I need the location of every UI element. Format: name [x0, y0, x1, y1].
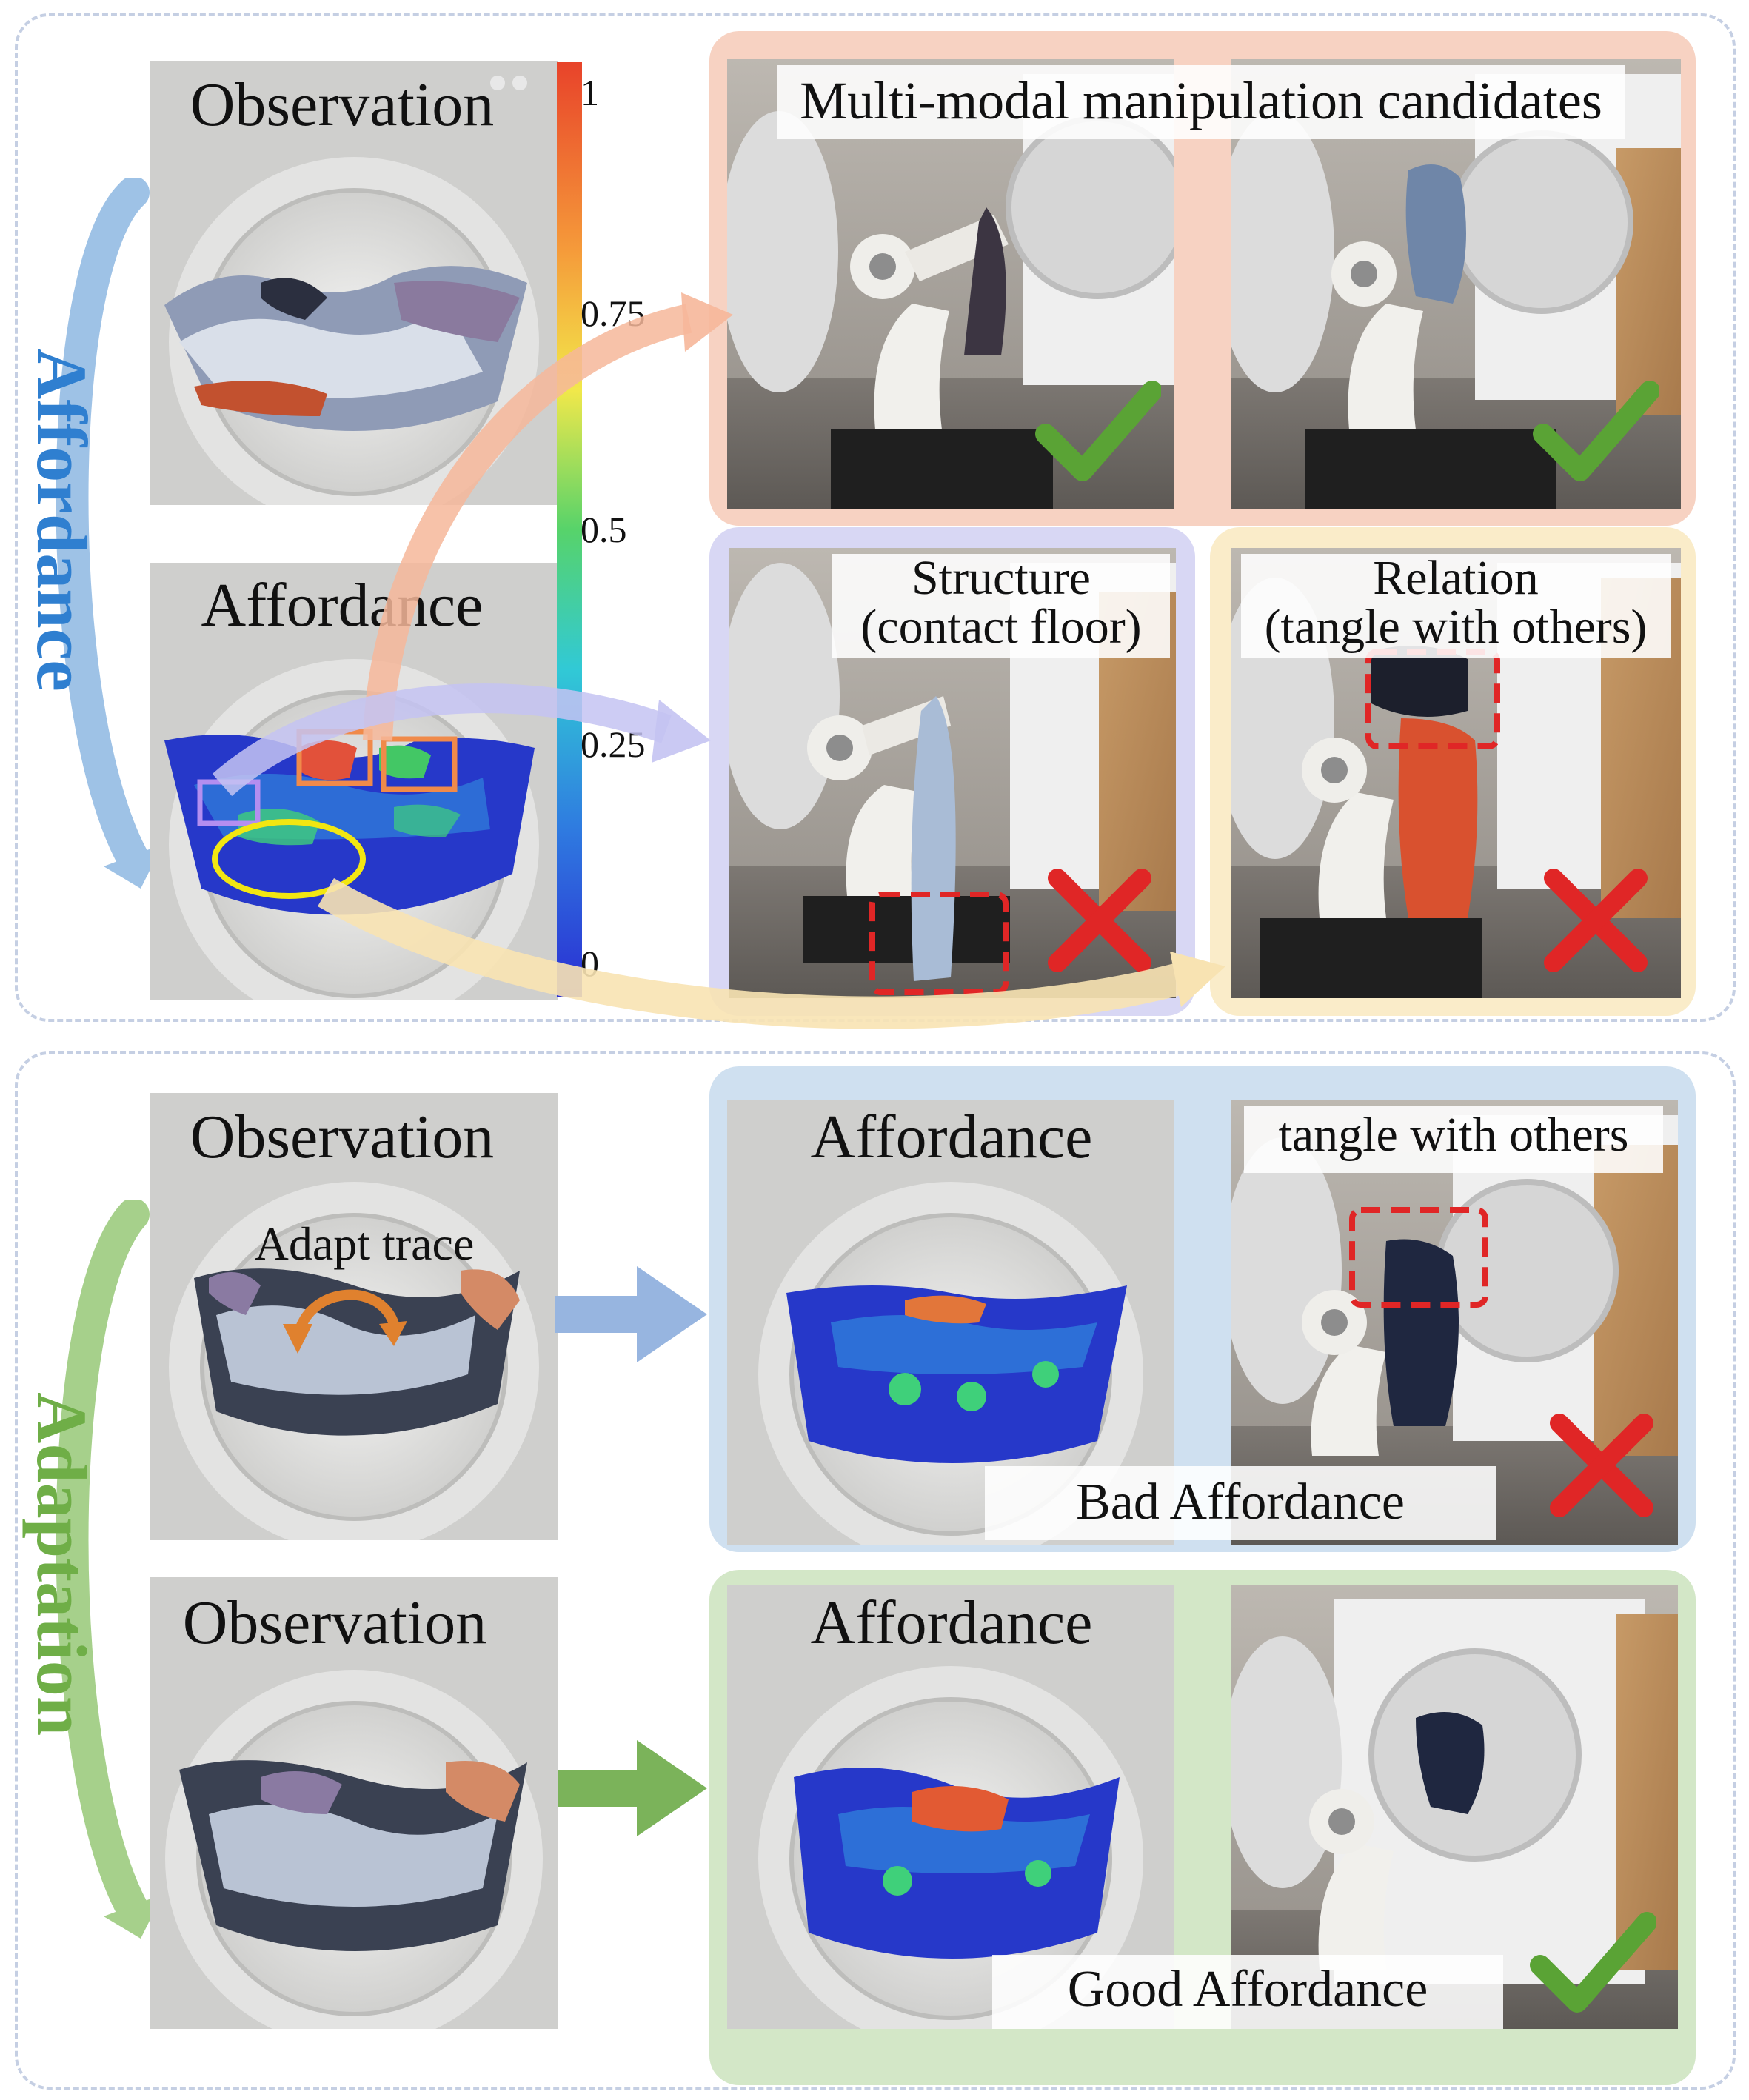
check-icon-good: [1530, 1912, 1656, 2013]
candidates-title: Multi-modal manipulation candidates: [800, 71, 1602, 130]
cross-icon-relation: [1544, 869, 1648, 972]
adaptation-section-frame: [15, 1051, 1736, 2090]
relation-failure-label: Relation (tangle with others): [1264, 551, 1648, 654]
adapt-trace-arrow-icon: [283, 1289, 407, 1354]
cross-icon-structure: [1048, 869, 1151, 972]
bottom-flow-arrow-1: [555, 1266, 707, 1362]
pick-point-box-2: [381, 736, 458, 792]
observation-label-top: Observation: [190, 70, 495, 139]
adapt-trace-label: Adapt trace: [254, 1217, 475, 1270]
observation-image-top: [150, 61, 558, 505]
tangle-region-ellipse: [212, 819, 366, 899]
cross-icon-bad: [1550, 1414, 1653, 1517]
structure-failure-label: Structure (contact floor): [860, 551, 1142, 654]
affordance-label-good: Affordance: [810, 1588, 1093, 1657]
contact-floor-box: [869, 892, 1009, 995]
top-flow-arrows: [212, 292, 1225, 1029]
adaptation-side-label: Adaptation: [22, 1392, 101, 1736]
adaptation-cycle-arrow: [56, 1200, 163, 1939]
affordance-image-bad: [727, 1100, 1174, 1545]
affordance-label-bad: Affordance: [810, 1103, 1093, 1171]
tangle-box-bad: [1349, 1207, 1488, 1308]
affordance-colorbar: [557, 62, 582, 997]
affordance-side-label: Affordance: [22, 348, 101, 692]
check-icon-candidate-2: [1533, 381, 1659, 481]
affordance-label-top: Affordance: [201, 571, 484, 640]
observation-image-bottom-1: [150, 1093, 558, 1540]
tangle-box-relation: [1365, 649, 1500, 749]
colorbar-tick-05: 0.5: [581, 509, 627, 550]
observation-image-bottom-2: [150, 1577, 558, 2029]
check-icon-candidate-1: [1035, 381, 1161, 481]
tangle-label: tangle with others: [1278, 1108, 1629, 1162]
bad-affordance-label: Bad Affordance: [1076, 1474, 1405, 1531]
good-affordance-label: Good Affordance: [1067, 1961, 1428, 2018]
observation-label-bottom-2: Observation: [182, 1588, 487, 1657]
affordance-cycle-arrow: [56, 178, 163, 889]
bottom-flow-arrow-2: [555, 1740, 707, 1836]
colorbar-tick-1: 1: [581, 72, 599, 113]
success-image: [1231, 1585, 1678, 2029]
observation-label-bottom-1: Observation: [190, 1103, 495, 1171]
